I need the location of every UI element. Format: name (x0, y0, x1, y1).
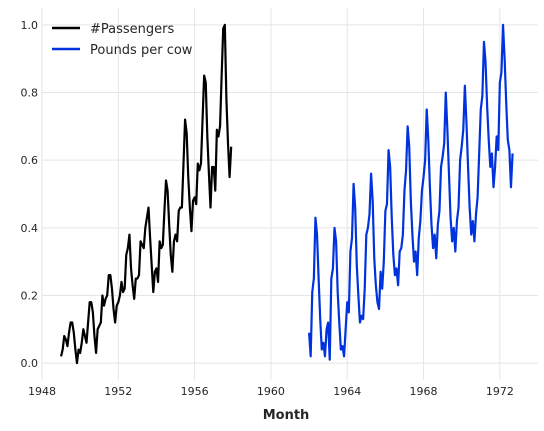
x-tick-label: 1948 (28, 385, 56, 398)
x-tick-label: 1968 (410, 385, 438, 398)
x-tick-label: 1956 (181, 385, 209, 398)
x-axis-label: Month (263, 408, 310, 423)
y-axis-ticks: 0.0 0.2 0.4 0.6 0.8 1.0 (21, 19, 39, 370)
x-tick-label: 1960 (257, 385, 285, 398)
y-tick-label: 0.4 (21, 222, 39, 235)
y-tick-label: 0.0 (21, 357, 39, 370)
x-axis-ticks: 1948 1952 1956 1960 1964 1968 1972 (28, 385, 514, 398)
series-line-0 (60, 23, 233, 365)
legend-label-pounds-per-cow: Pounds per cow (90, 43, 193, 58)
grid (41, 8, 538, 380)
x-tick-label: 1952 (104, 385, 132, 398)
x-tick-label: 1972 (486, 385, 514, 398)
x-tick-label: 1964 (333, 385, 361, 398)
legend: #Passengers Pounds per cow (52, 22, 193, 58)
series-line-1 (307, 23, 514, 361)
y-tick-label: 0.6 (21, 154, 39, 167)
y-tick-label: 1.0 (21, 19, 39, 32)
y-tick-label: 0.2 (21, 289, 39, 302)
y-tick-label: 0.8 (21, 87, 39, 100)
series-lines (60, 23, 514, 365)
legend-label-passengers: #Passengers (90, 22, 174, 37)
